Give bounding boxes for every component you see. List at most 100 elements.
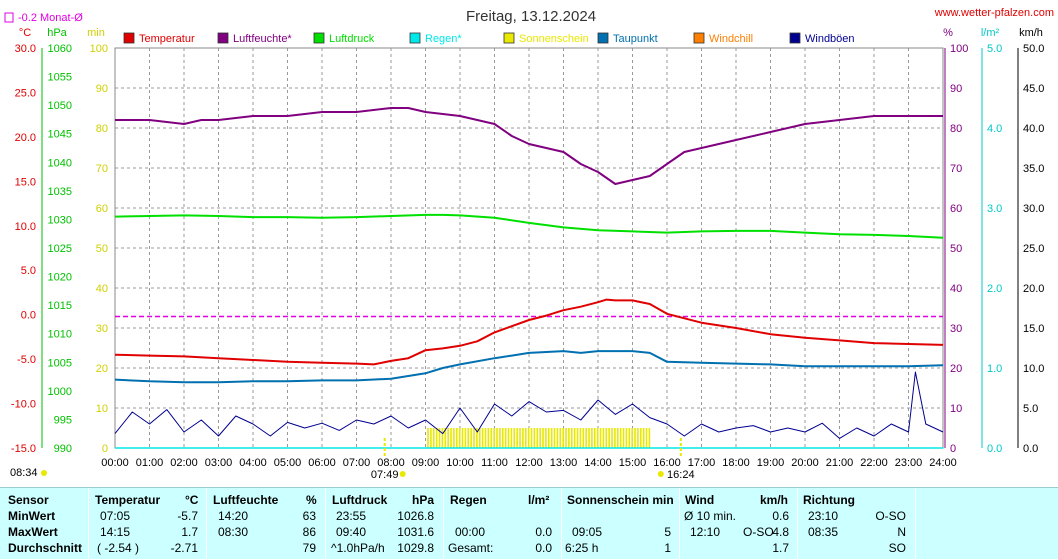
legend-swatch [123, 32, 135, 44]
wind-tick: 50.0 [1023, 43, 1044, 55]
wind-avg-val: 1.7 [772, 541, 789, 555]
sunshine-bar [490, 428, 493, 448]
dir-max-val: N [897, 525, 906, 539]
humidity-tick: 100 [950, 43, 968, 55]
time-tick: 01:00 [136, 457, 164, 469]
wind-tick: 20.0 [1023, 283, 1044, 295]
time-tick: 11:00 [481, 457, 508, 469]
legend-swatch [597, 32, 609, 44]
sunshine-bar [642, 428, 645, 448]
sunshine-bar [510, 428, 513, 448]
time-tick: 02:00 [170, 457, 198, 469]
sunshine-bar [516, 428, 518, 448]
sunshine-bar [625, 428, 628, 448]
legend-swatch [313, 32, 325, 44]
rain-unit: l/m² [981, 27, 1000, 39]
temp-max-time: 14:15 [100, 525, 131, 539]
sunshine-bar [501, 428, 504, 448]
sunshine-bar [507, 428, 510, 448]
press-max-val: 1031.6 [397, 525, 434, 539]
sun-avg-val: 1 [664, 541, 671, 555]
sunshine-bar [432, 428, 435, 448]
temp-tick: 30.0 [15, 43, 36, 55]
min-tick: 100 [90, 43, 108, 55]
legend-label: Sonnenschein [519, 33, 589, 45]
temp-min-time: 07:05 [100, 509, 131, 523]
temp-tick: -5.0 [17, 354, 36, 366]
time-tick: 06:00 [308, 457, 336, 469]
sunshine-bar [591, 428, 593, 448]
time-tick: 10:00 [446, 457, 474, 469]
pressure-tick: 990 [54, 443, 72, 455]
header-wind-unit: km/h [760, 493, 789, 507]
dewpoint-line [114, 350, 944, 384]
time-tick: 17:00 [688, 457, 716, 469]
dir-min-time: 23:10 [808, 509, 839, 523]
header-temp-unit: °C [185, 493, 199, 507]
pressure-tick: 1025 [48, 243, 72, 255]
site-link[interactable]: www.wetter-pfalzen.com [934, 7, 1054, 19]
time-tick: 22:00 [860, 457, 888, 469]
sunshine-bar [478, 428, 481, 448]
header-press: Luftdruck [332, 493, 388, 507]
wind-tick: 40.0 [1023, 123, 1044, 135]
grid [115, 48, 943, 448]
dir-max-time: 08:35 [808, 525, 839, 539]
legend-swatch [789, 32, 801, 44]
min-tick: 30 [96, 323, 108, 335]
sunshine-bar [435, 428, 438, 448]
sunshine-bar [611, 428, 613, 448]
sunshine-bar [593, 428, 596, 448]
time-tick: 16:00 [653, 457, 681, 469]
sunshine-bar [467, 428, 470, 448]
humidity-tick: 40 [950, 283, 962, 295]
sunshine-bar [565, 428, 567, 448]
humidity-tick: 90 [950, 83, 962, 95]
wind-max-dir: O-SO [743, 525, 774, 539]
sunshine-bar [614, 428, 616, 448]
sunshine-bar [599, 428, 602, 448]
rain-tick: 4.0 [987, 123, 1002, 135]
temp-tick: 0.0 [21, 310, 36, 322]
temp-tick: 10.0 [15, 221, 36, 233]
sunshine-bar [545, 428, 547, 448]
time-tick: 05:00 [274, 457, 302, 469]
temp-tick: 5.0 [21, 265, 36, 277]
pressure-tick: 1000 [48, 386, 72, 398]
rain-total-label: Gesamt: [448, 541, 494, 555]
sunshine-bar [622, 428, 625, 448]
pressure-tick: 1015 [48, 300, 72, 312]
wind-tick: 45.0 [1023, 83, 1044, 95]
now-label: 08:34 [10, 467, 38, 479]
sunshine-bar [533, 428, 536, 448]
hum-min-val: 63 [302, 509, 316, 523]
sunshine-bar [530, 428, 533, 448]
pressure-tick: 1020 [48, 272, 72, 284]
legend-label: Temperatur [139, 33, 195, 45]
sunshine-bar [438, 428, 441, 448]
time-tick: 08:00 [377, 457, 405, 469]
pressure-unit: hPa [47, 27, 67, 39]
wind-unit: km/h [1019, 27, 1043, 39]
temp-unit: °C [19, 27, 31, 39]
sunshine-bar [481, 428, 484, 448]
wind-tick: 35.0 [1023, 163, 1044, 175]
chart-title: Freitag, 13.12.2024 [466, 8, 596, 25]
sunshine-bar [470, 428, 472, 448]
dir-min-val: O-SO [875, 509, 906, 523]
humidity-tick: 80 [950, 123, 962, 135]
time-tick: 04:00 [239, 457, 267, 469]
pressure-tick: 1010 [48, 329, 72, 341]
sunshine-bar [645, 428, 648, 448]
legend-label: Windchill [709, 33, 753, 45]
sunshine-bar [588, 428, 590, 448]
sunset-sun-icon [657, 471, 664, 477]
sunshine-bar [637, 428, 639, 448]
rain-total-val: 0.0 [535, 541, 552, 555]
pressure-tick: 995 [54, 414, 72, 426]
wind-tick: 0.0 [1023, 443, 1038, 455]
sunset-label: 16:24 [667, 469, 695, 481]
pressure-tick: 1060 [48, 43, 72, 55]
sunshine-bar [634, 428, 636, 448]
axes: 30.0 25.0 20.0 15.0 10.0 5.0 0.0 -5.0 -10.0 -15.0… [10, 27, 1044, 479]
